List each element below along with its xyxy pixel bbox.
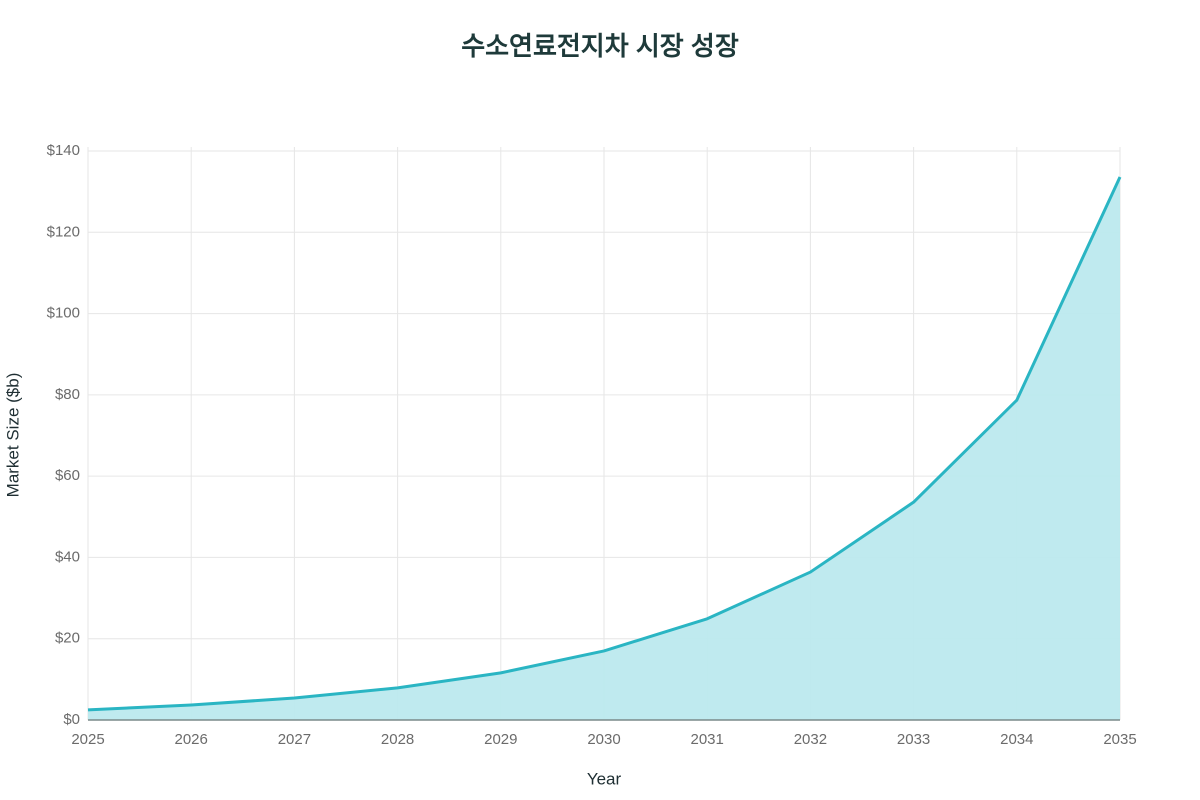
y-tick-label: $140 [47, 142, 80, 159]
y-tick-label: $120 [47, 223, 80, 240]
y-tick-label: $40 [55, 548, 80, 565]
y-tick-label: $60 [55, 467, 80, 484]
x-tick-label: 2027 [278, 731, 311, 748]
x-tick-label: 2035 [1103, 731, 1136, 748]
x-tick-label: 2032 [794, 731, 827, 748]
x-tick-label: 2029 [484, 731, 517, 748]
x-tick-label: 2028 [381, 731, 414, 748]
x-tick-label: 2031 [691, 731, 724, 748]
chart-title: 수소연료전지차 시장 성장 [461, 31, 739, 61]
y-tick-label: $100 [47, 305, 80, 322]
area-fill [88, 177, 1120, 721]
y-tick-label: $0 [63, 711, 80, 728]
y-tick-label: $20 [55, 630, 80, 647]
y-axis-title: Market Size ($b) [3, 373, 22, 498]
y-tick-label: $80 [55, 386, 80, 403]
x-tick-label: 2034 [1000, 731, 1033, 748]
x-tick-label: 2030 [587, 731, 620, 748]
x-axis-title: Year [587, 769, 622, 788]
x-tick-label: 2026 [175, 731, 208, 748]
x-tick-label: 2025 [71, 731, 104, 748]
x-tick-label: 2033 [897, 731, 930, 748]
series-line [87, 176, 1122, 712]
